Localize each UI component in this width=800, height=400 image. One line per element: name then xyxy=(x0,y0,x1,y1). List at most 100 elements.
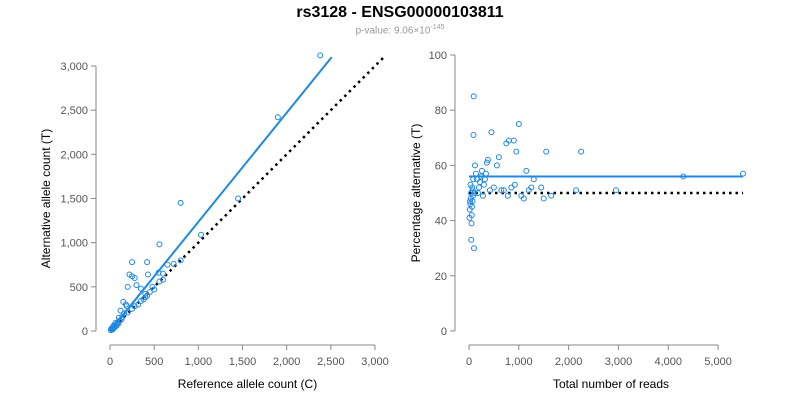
right-y-tick-label: 60 xyxy=(435,160,447,172)
left-data-point xyxy=(118,316,125,323)
left-data-point xyxy=(144,292,151,299)
right-data-point xyxy=(530,176,537,183)
right-data-point xyxy=(477,173,484,180)
right-x-axis-title: Total number of reads xyxy=(553,377,669,391)
right-y-tick-label: 80 xyxy=(435,105,447,117)
right-data-point xyxy=(543,148,550,155)
right-data-point xyxy=(475,184,482,191)
right-y-axis-title: Percentage alternative (T) xyxy=(409,124,423,263)
right-data-point xyxy=(479,192,486,199)
left-x-tick-label: 1,500 xyxy=(229,356,257,368)
right-data-point xyxy=(538,184,545,191)
right-data-point xyxy=(470,245,477,252)
left-data-point xyxy=(121,310,128,317)
right-y-tick-label: 100 xyxy=(429,50,447,62)
chart-title: rs3128 - ENSG00000103811 xyxy=(296,4,504,21)
left-y-tick-label: 2,500 xyxy=(60,105,88,117)
right-data-point xyxy=(523,167,530,174)
p-value-times: × xyxy=(413,25,420,37)
right-data-point xyxy=(525,187,532,194)
left-y-tick-label: 1,500 xyxy=(60,194,88,206)
right-data-point xyxy=(480,181,487,188)
right-data-point xyxy=(503,140,510,147)
right-x-tick-label: 3,000 xyxy=(605,356,633,368)
left-y-tick-label: 500 xyxy=(70,282,88,294)
right-data-point xyxy=(466,198,473,205)
right-data-point xyxy=(467,201,474,208)
right-data-point xyxy=(471,162,478,169)
left-data-point xyxy=(156,278,163,285)
right-data-point xyxy=(540,195,547,202)
right-x-tick-label: 5,000 xyxy=(704,356,732,368)
left-x-tick-label: 2,500 xyxy=(317,356,345,368)
left-data-point xyxy=(123,303,130,310)
right-data-point xyxy=(467,195,474,202)
right-data-point xyxy=(513,148,520,155)
left-data-point xyxy=(177,199,184,206)
right-data-point xyxy=(482,170,489,177)
chart-subtitle: p-value: 9.06×10-145 xyxy=(0,24,800,36)
right-data-point xyxy=(740,170,746,177)
right-y-tick-label: 20 xyxy=(435,271,447,283)
left-data-point xyxy=(144,259,151,266)
left-data-point xyxy=(164,261,171,268)
right-y-tick-label: 0 xyxy=(441,326,447,338)
p-value-prefix: p-value: 9.06 xyxy=(355,25,414,37)
left-data-point xyxy=(137,285,144,292)
left-x-tick-label: 0 xyxy=(107,356,113,368)
left-data-point xyxy=(151,286,158,293)
left-data-point xyxy=(129,259,136,266)
left-data-point xyxy=(119,313,126,320)
right-data-point xyxy=(474,190,481,196)
right-data-point xyxy=(468,220,475,227)
right-data-point xyxy=(467,181,474,188)
right-data-point xyxy=(518,192,525,199)
right-data-point xyxy=(493,162,500,169)
right-data-point xyxy=(466,206,473,213)
left-data-point xyxy=(235,195,242,202)
right-data-point xyxy=(472,170,479,177)
right-x-tick-label: 1,000 xyxy=(505,356,533,368)
right-y-tick-label: 40 xyxy=(435,216,447,228)
p-value-base: 10 xyxy=(419,25,431,37)
right-data-point xyxy=(510,137,517,144)
right-data-point xyxy=(466,214,473,221)
left-data-point xyxy=(140,296,147,303)
right-data-point xyxy=(490,184,497,191)
left-y-tick-label: 3,000 xyxy=(60,61,88,73)
left-data-point xyxy=(124,283,131,290)
left-x-tick-label: 2,000 xyxy=(273,356,301,368)
left-data-point xyxy=(115,320,122,327)
right-data-point xyxy=(470,176,477,183)
left-y-tick-label: 2,000 xyxy=(60,149,88,161)
left-data-point xyxy=(170,260,177,267)
left-data-point xyxy=(160,270,166,277)
left-x-tick-label: 500 xyxy=(145,356,163,368)
right-data-point xyxy=(515,121,522,127)
right-data-point xyxy=(481,176,488,183)
right-x-tick-label: 2,000 xyxy=(555,356,583,368)
left-x-axis-title: Reference allele count (C) xyxy=(178,377,317,391)
left-y-axis-title: Alternative allele count (T) xyxy=(39,129,53,268)
right-data-point xyxy=(508,184,515,191)
left-data-point xyxy=(156,241,163,248)
p-value-exponent: -145 xyxy=(430,24,445,31)
left-data-point xyxy=(142,294,149,301)
left-y-tick-label: 0 xyxy=(82,326,88,338)
right-data-point xyxy=(612,187,619,194)
right-data-point xyxy=(486,187,493,194)
right-data-point xyxy=(467,190,474,196)
left-data-point xyxy=(144,271,151,278)
left-data-point xyxy=(177,257,184,264)
right-data-point xyxy=(470,132,477,139)
right-data-point xyxy=(504,192,511,199)
right-data-point xyxy=(488,129,495,136)
right-data-point xyxy=(680,173,687,180)
left-data-point xyxy=(197,231,204,238)
right-data-point xyxy=(500,187,507,194)
left-data-point xyxy=(274,114,281,121)
right-data-point xyxy=(468,236,475,243)
right-data-point xyxy=(483,159,490,166)
left-data-point xyxy=(317,52,324,59)
